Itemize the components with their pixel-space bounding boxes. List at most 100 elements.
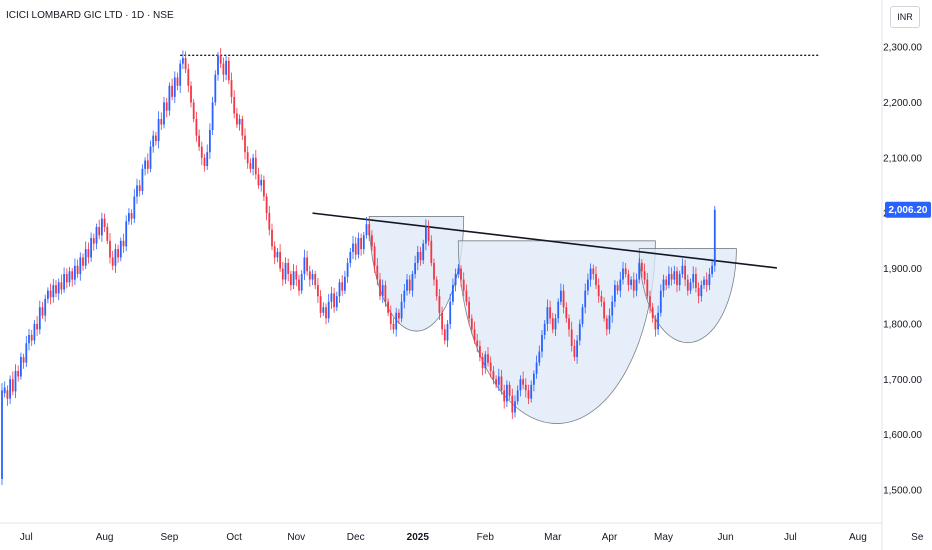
candle: [460, 265, 462, 287]
candle: [152, 130, 155, 153]
candle: [87, 242, 90, 264]
candle: [260, 174, 263, 192]
candle: [176, 72, 179, 91]
price-tick-label: 2,100.00: [883, 153, 922, 164]
candle: [557, 298, 560, 324]
candle: [400, 293, 403, 323]
candle: [298, 274, 300, 296]
candle: [1, 383, 3, 486]
candle: [449, 293, 452, 329]
candle: [562, 284, 565, 314]
candle: [263, 175, 265, 201]
candle: [551, 312, 554, 334]
candle: [392, 317, 395, 334]
time-tick-label: May: [654, 532, 673, 543]
candle: [506, 380, 508, 407]
candle: [381, 279, 384, 303]
candle: [622, 261, 624, 285]
candle: [497, 368, 500, 391]
candlesticks: [1, 48, 716, 486]
candle: [238, 114, 241, 131]
candle: [60, 274, 63, 295]
candle: [543, 319, 546, 340]
candle: [524, 378, 527, 398]
candle: [487, 347, 489, 367]
currency-selector[interactable]: INR: [890, 6, 920, 28]
candle: [589, 263, 592, 287]
candle: [257, 167, 260, 189]
candle: [568, 314, 570, 337]
candle: [581, 303, 584, 328]
candle: [670, 267, 673, 286]
candle: [516, 385, 519, 405]
candle: [314, 270, 317, 289]
candle: [265, 193, 268, 221]
candle: [438, 288, 441, 320]
candle: [570, 321, 573, 352]
candle: [38, 300, 41, 335]
candle: [182, 50, 184, 70]
time-tick-label: Nov: [287, 532, 305, 543]
candle: [452, 278, 454, 306]
candle: [349, 248, 352, 268]
candle: [222, 57, 225, 82]
candle: [711, 260, 713, 278]
candle: [476, 333, 479, 353]
candle: [144, 157, 146, 176]
candle: [271, 223, 273, 251]
candle: [206, 144, 209, 170]
candle: [446, 319, 449, 348]
price-axis[interactable]: 2,300.002,200.002,100.002,000.001,900.00…: [881, 0, 931, 550]
candle: [457, 264, 460, 279]
candle: [549, 300, 551, 324]
candle: [511, 388, 514, 420]
trendline[interactable]: [312, 212, 777, 269]
candle: [403, 284, 406, 309]
candle: [616, 281, 619, 295]
price-tick-label: 2,200.00: [883, 98, 922, 109]
candle: [700, 280, 703, 302]
candle: [14, 364, 17, 399]
candle: [192, 99, 195, 123]
candle: [214, 70, 217, 106]
price-tick-label: 1,500.00: [883, 486, 922, 497]
time-tick-label: Feb: [477, 532, 495, 543]
candle: [373, 242, 376, 273]
candle: [103, 213, 106, 232]
candle: [44, 294, 47, 322]
candle: [160, 112, 163, 131]
candle: [619, 271, 622, 298]
price-tick-label: 1,900.00: [883, 264, 922, 275]
candle: [538, 345, 541, 366]
candle: [95, 223, 98, 250]
candle: [30, 329, 33, 347]
candle: [346, 257, 349, 283]
candle: [678, 270, 681, 291]
candle: [252, 153, 254, 176]
candle: [333, 287, 335, 313]
last-price-tag: [885, 201, 931, 218]
candle: [55, 280, 57, 298]
candle: [146, 153, 149, 174]
candle: [695, 267, 697, 293]
candle: [125, 215, 128, 252]
candle: [179, 59, 182, 93]
candle: [330, 286, 333, 309]
candle: [662, 274, 665, 298]
candle: [200, 141, 203, 165]
candle: [657, 305, 659, 335]
candle: [530, 380, 533, 403]
candle: [268, 205, 271, 236]
candle: [654, 315, 657, 337]
candle: [519, 375, 522, 397]
candle: [136, 178, 138, 204]
candle: [338, 279, 341, 303]
candle: [411, 270, 414, 297]
candle: [522, 371, 524, 390]
candle: [398, 308, 400, 324]
candle: [63, 267, 65, 293]
candle: [514, 395, 516, 418]
candle: [74, 258, 76, 286]
time-axis[interactable]: Jul Aug Sep Oct Nov Dec 2025 Feb Mar Apr May Jun Jul…: [0, 522, 924, 543]
